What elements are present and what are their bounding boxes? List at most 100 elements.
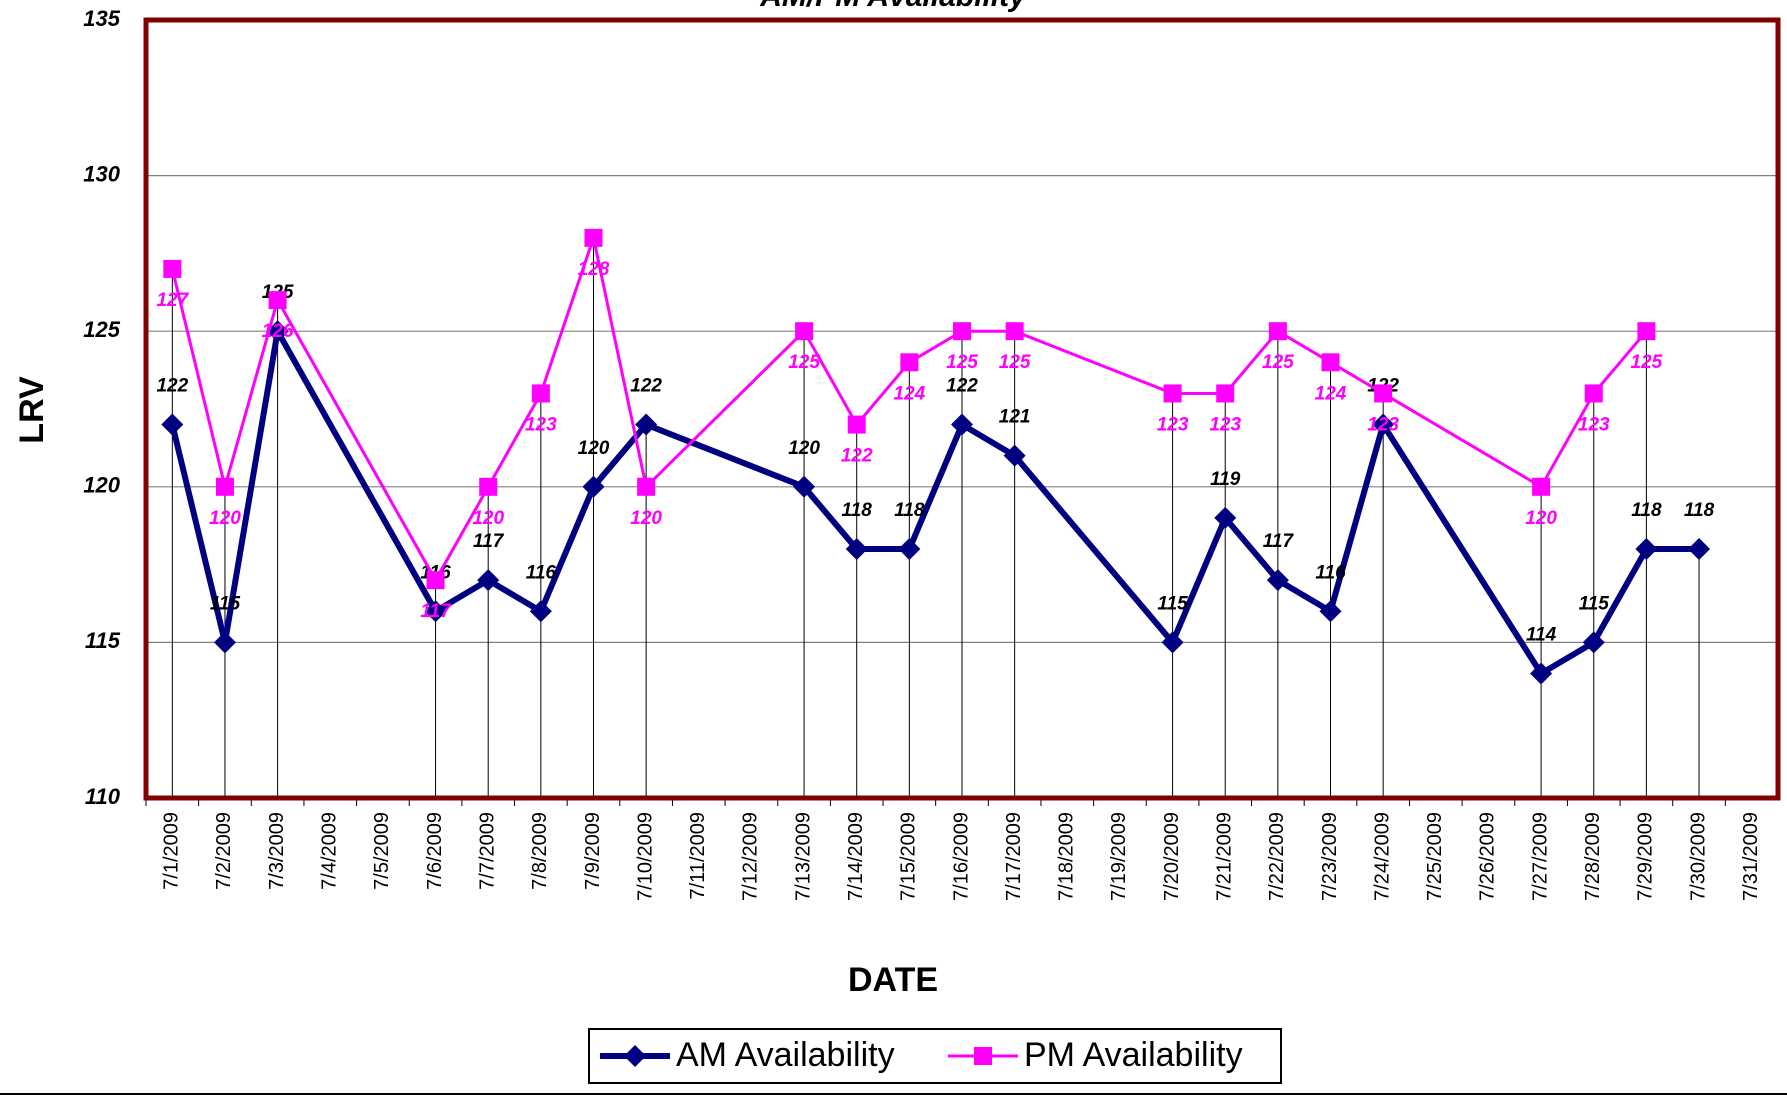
point: [1688, 538, 1711, 561]
data-label: 123: [1367, 414, 1399, 435]
point: [531, 384, 550, 403]
x-tick-label: 7/9/2009: [582, 812, 604, 890]
point: [1372, 413, 1395, 436]
legend-box: [588, 1028, 1282, 1084]
point: [582, 475, 605, 498]
point: [1532, 477, 1551, 496]
point: [424, 600, 447, 623]
x-tick-label: 7/27/2009: [1529, 812, 1551, 901]
y-tick-label: 135: [83, 6, 120, 31]
y-tick-label: 110: [85, 784, 121, 809]
data-label: 120: [578, 438, 610, 459]
point: [479, 477, 498, 496]
data-label: 125: [1631, 352, 1663, 373]
point: [795, 322, 814, 341]
point: [1530, 662, 1553, 685]
x-tick-label: 7/25/2009: [1424, 812, 1446, 901]
x-tick-label: 7/29/2009: [1635, 812, 1657, 901]
data-label: 125: [788, 352, 820, 373]
x-tick-label: 7/23/2009: [1319, 812, 1341, 901]
x-tick-label: 7/28/2009: [1582, 812, 1604, 901]
point: [584, 228, 603, 247]
legend-label: AM Availability: [676, 1036, 895, 1074]
data-label: 116: [526, 562, 557, 583]
x-tick-label: 7/17/2009: [1003, 812, 1025, 901]
x-tick-label: 7/12/2009: [740, 812, 762, 901]
x-tick-label: 7/18/2009: [1056, 812, 1078, 901]
data-label: 126: [262, 321, 294, 342]
data-label: 119: [1210, 469, 1241, 490]
data-label: 114: [1526, 625, 1557, 646]
data-label: 122: [841, 446, 873, 467]
x-tick-label: 7/1/2009: [161, 812, 183, 890]
x-tick-label: 7/20/2009: [1161, 812, 1183, 901]
data-label: 121: [999, 407, 1031, 428]
data-label: 125: [1262, 352, 1294, 373]
data-label: 128: [578, 259, 610, 280]
data-label: 117: [473, 531, 505, 552]
point: [953, 322, 971, 341]
data-label: 115: [1157, 593, 1188, 614]
point: [1266, 569, 1289, 592]
legend-marker: [974, 1047, 992, 1065]
point: [900, 353, 919, 372]
point: [847, 415, 866, 434]
data-label: 122: [156, 376, 188, 397]
x-tick-label: 7/5/2009: [371, 812, 393, 890]
point: [1161, 631, 1184, 654]
data-label: 123: [1578, 414, 1610, 435]
data-label: 123: [1209, 414, 1241, 435]
data-label: 120: [630, 508, 662, 529]
data-label: 120: [788, 438, 820, 459]
point: [951, 413, 973, 436]
data-label: 115: [210, 593, 241, 614]
x-tick-label: 7/26/2009: [1477, 812, 1499, 901]
y-tick-label: 115: [85, 628, 121, 653]
point: [635, 413, 658, 436]
point: [898, 538, 921, 561]
point: [1214, 506, 1237, 529]
data-label: 118: [1684, 500, 1715, 521]
point: [266, 320, 289, 343]
x-tick-label: 7/11/2009: [687, 812, 709, 900]
legend-marker: [624, 1045, 646, 1067]
x-tick-label: 7/2/2009: [213, 812, 235, 890]
y-axis-title: LRV: [13, 376, 51, 444]
x-axis-title: DATE: [848, 961, 938, 999]
point: [426, 571, 445, 590]
x-tick-label: 7/16/2009: [950, 812, 972, 901]
point: [213, 631, 236, 654]
x-tick-label: 7/8/2009: [529, 812, 551, 890]
x-tick-label: 7/10/2009: [634, 812, 656, 901]
point: [477, 569, 500, 592]
point: [1321, 353, 1340, 372]
point: [161, 413, 184, 436]
data-label: 123: [525, 414, 557, 435]
point: [529, 600, 552, 623]
point: [1268, 322, 1287, 341]
data-label: 122: [946, 376, 978, 397]
x-tick-label: 7/30/2009: [1687, 812, 1709, 901]
x-tick-label: 7/22/2009: [1266, 812, 1288, 901]
point: [1635, 538, 1658, 561]
data-label: 124: [894, 383, 926, 404]
data-label: 123: [1157, 414, 1189, 435]
legend-label: PM Availability: [1024, 1036, 1243, 1074]
series-line: [169, 328, 1700, 677]
point: [1005, 322, 1024, 341]
data-label: 118: [894, 500, 925, 521]
point: [1584, 384, 1603, 403]
x-tick-label: 7/3/2009: [266, 812, 288, 890]
point: [1637, 322, 1656, 341]
legend: AM Availability PM Availability: [588, 1028, 1282, 1084]
data-label: 127: [156, 290, 189, 311]
chart-title: AM/PM Availability: [759, 0, 1027, 13]
point: [1163, 384, 1182, 403]
data-label: 120: [209, 508, 241, 529]
data-label: 118: [1631, 500, 1662, 521]
y-tick-label: 125: [83, 317, 120, 342]
x-tick-label: 7/7/2009: [476, 812, 498, 890]
data-label: 124: [1315, 383, 1347, 404]
data-label: 125: [999, 352, 1031, 373]
